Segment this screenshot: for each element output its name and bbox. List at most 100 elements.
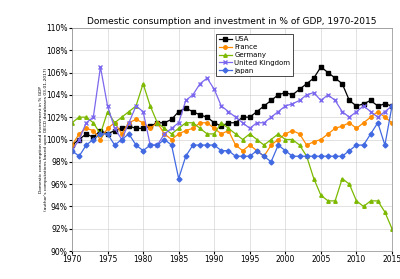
France [247,143,252,147]
USA [212,121,217,124]
Germany [304,155,309,158]
USA [318,65,323,69]
Japan [112,143,117,147]
United Kingdom [119,138,124,141]
Japan [176,177,181,180]
Japan [247,155,252,158]
Japan [361,143,366,147]
USA [304,82,309,85]
USA [169,118,174,121]
Japan [354,143,359,147]
Germany [212,132,217,136]
France [162,132,167,136]
USA [233,121,238,124]
USA [262,104,266,108]
France [155,121,160,124]
USA [190,110,195,113]
United Kingdom [290,102,295,105]
United Kingdom [326,93,330,97]
Japan [126,132,131,136]
USA [283,91,288,94]
France [375,110,380,113]
Germany [311,177,316,180]
United Kingdom [77,138,82,141]
United Kingdom [304,93,309,97]
France [212,127,217,130]
Germany [105,110,110,113]
Germany [126,110,131,113]
Japan [254,149,259,152]
USA [297,88,302,91]
USA [183,107,188,110]
Germany [368,199,373,203]
France [311,140,316,143]
Japan [347,149,352,152]
Germany [98,132,103,136]
USA [198,113,202,117]
Japan [304,155,309,158]
Japan [333,155,338,158]
Legend: USA, France, Germany, United Kingdom, Japan: USA, France, Germany, United Kingdom, Ja… [216,33,293,76]
United Kingdom [368,110,373,113]
Germany [247,132,252,136]
USA [390,104,394,108]
France [141,121,146,124]
Germany [240,138,245,141]
Japan [141,149,146,152]
USA [77,138,82,141]
France [176,132,181,136]
USA [326,71,330,74]
Japan [77,155,82,158]
USA [240,116,245,119]
Germany [176,127,181,130]
Germany [382,210,387,214]
France [368,116,373,119]
United Kingdom [375,116,380,119]
Japan [269,160,274,163]
United Kingdom [262,121,266,124]
France [326,132,330,136]
USA [70,143,74,147]
Germany [354,199,359,203]
Japan [162,138,167,141]
Line: Japan: Japan [70,104,394,180]
USA [382,102,387,105]
USA [126,124,131,128]
United Kingdom [297,99,302,102]
Germany [297,143,302,147]
USA [162,121,167,124]
United Kingdom [134,104,138,108]
Japan [119,138,124,141]
USA [290,93,295,97]
USA [112,129,117,132]
United Kingdom [311,91,316,94]
France [198,121,202,124]
Germany [347,182,352,186]
USA [205,116,210,119]
USA [148,124,153,128]
Japan [240,155,245,158]
Japan [226,149,231,152]
USA [155,121,160,124]
Germany [276,132,281,136]
Title: Domestic consumption and investment in % of GDP, 1970-2015: Domestic consumption and investment in %… [87,17,377,26]
Germany [198,127,202,130]
Germany [141,82,146,85]
United Kingdom [226,110,231,113]
France [283,132,288,136]
France [254,149,259,152]
Japan [326,155,330,158]
Japan [212,143,217,147]
USA [219,124,224,128]
USA [340,82,345,85]
France [105,127,110,130]
USA [226,121,231,124]
France [354,127,359,130]
Japan [283,149,288,152]
France [134,118,138,121]
Germany [169,132,174,136]
Japan [368,132,373,136]
France [84,127,89,130]
Japan [91,138,96,141]
France [297,132,302,136]
